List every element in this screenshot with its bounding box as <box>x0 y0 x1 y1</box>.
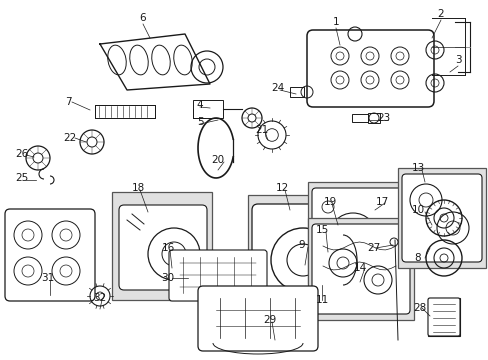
FancyBboxPatch shape <box>401 174 481 262</box>
Bar <box>193 100 223 118</box>
Text: 18: 18 <box>131 183 144 193</box>
Text: 16: 16 <box>161 243 174 253</box>
Text: 20: 20 <box>211 155 224 165</box>
FancyBboxPatch shape <box>251 204 353 311</box>
Text: 19: 19 <box>323 197 336 207</box>
FancyBboxPatch shape <box>5 209 95 301</box>
Text: 2: 2 <box>437 9 444 19</box>
Text: 21: 21 <box>255 125 268 135</box>
Text: 23: 23 <box>377 113 390 123</box>
Bar <box>427 298 459 336</box>
Text: 27: 27 <box>366 243 380 253</box>
Polygon shape <box>100 34 209 90</box>
Bar <box>289 87 304 97</box>
Bar <box>397 168 485 268</box>
Text: 5: 5 <box>196 117 203 127</box>
Text: 25: 25 <box>15 173 29 183</box>
Text: 17: 17 <box>375 197 388 207</box>
Bar <box>247 195 357 313</box>
Bar <box>95 105 155 118</box>
Text: 22: 22 <box>63 133 77 143</box>
Text: 6: 6 <box>140 13 146 23</box>
FancyBboxPatch shape <box>198 286 317 351</box>
Text: 8: 8 <box>414 253 421 263</box>
Text: 11: 11 <box>315 295 328 305</box>
Bar <box>367 113 379 123</box>
FancyBboxPatch shape <box>119 205 206 290</box>
FancyBboxPatch shape <box>169 250 266 301</box>
Bar <box>307 182 409 284</box>
FancyBboxPatch shape <box>306 30 433 107</box>
Text: 7: 7 <box>64 97 71 107</box>
Bar <box>112 192 212 300</box>
Text: 15: 15 <box>315 225 328 235</box>
Text: 26: 26 <box>15 149 29 159</box>
Text: 1: 1 <box>332 17 339 27</box>
Text: 29: 29 <box>263 315 276 325</box>
Text: 28: 28 <box>412 303 426 313</box>
Text: 32: 32 <box>93 293 106 303</box>
Text: 24: 24 <box>271 83 284 93</box>
Text: 10: 10 <box>410 205 424 215</box>
FancyBboxPatch shape <box>311 224 409 314</box>
Text: 4: 4 <box>196 100 203 110</box>
Text: 13: 13 <box>410 163 424 173</box>
Text: 12: 12 <box>275 183 288 193</box>
Text: 3: 3 <box>454 55 460 65</box>
Text: 9: 9 <box>298 240 305 250</box>
FancyBboxPatch shape <box>427 298 459 336</box>
Text: 30: 30 <box>161 273 174 283</box>
Bar <box>95 105 155 118</box>
Text: 31: 31 <box>41 273 55 283</box>
FancyBboxPatch shape <box>311 188 404 276</box>
Text: 14: 14 <box>353 263 366 273</box>
Bar <box>307 218 413 320</box>
Bar <box>351 114 367 122</box>
